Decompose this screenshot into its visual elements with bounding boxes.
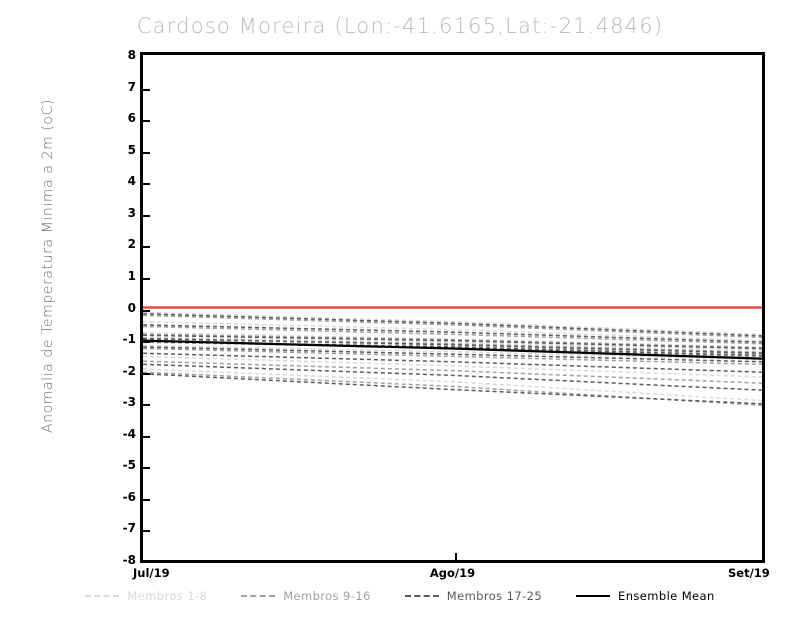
series-canvas [143, 306, 762, 407]
legend-swatch-icon [241, 595, 276, 597]
y-tick-mark [143, 341, 150, 344]
legend-label: Membros 9-16 [283, 589, 371, 603]
page-title: Cardoso Moreira (Lon:-41.6165,Lat:-21.48… [136, 14, 664, 38]
legend-label: Ensemble Mean [618, 589, 715, 603]
chart-legend: Membros 1-8 Membros 9-16 Membros 17-25 Ense… [0, 586, 800, 606]
series-member-line [143, 368, 762, 402]
series-member-line [143, 371, 762, 407]
y-tick-mark [143, 404, 150, 407]
series-member-line [143, 311, 762, 336]
legend-swatch-icon [85, 595, 120, 597]
y-tick-mark [143, 277, 150, 280]
legend-item-group-9-16[interactable]: Membros 9-16 [241, 589, 371, 603]
y-tick-label: 3 [127, 205, 136, 220]
legend-label: Membros 1-8 [127, 589, 208, 603]
legend-item-group-1-8[interactable]: Membros 1-8 [85, 589, 207, 603]
y-tick-label: 4 [127, 174, 136, 189]
y-tick-label: 8 [127, 48, 136, 62]
y-tick-label: 7 [127, 79, 136, 94]
y-tick-mark [143, 151, 150, 154]
series-member-line [143, 352, 762, 373]
legend-item-ensemble-mean[interactable]: Ensemble Mean [576, 589, 715, 603]
y-tick-mark [143, 183, 150, 186]
y-tick-mark [143, 498, 150, 501]
y-tick-label: -4 [122, 426, 136, 441]
y-tick-label: 0 [127, 300, 136, 315]
y-tick-mark [143, 120, 150, 123]
y-tick-mark [143, 435, 150, 438]
y-tick-mark [143, 372, 150, 375]
y-tick-label: 1 [127, 268, 136, 283]
y-tick-label: -5 [122, 458, 136, 473]
series-member-line [143, 355, 762, 378]
series-member-line [143, 325, 762, 345]
y-tick-mark [143, 246, 150, 249]
series-member-line [143, 344, 762, 361]
x-tick-label: Jul/19 [133, 566, 170, 580]
y-tick-label: -3 [122, 395, 136, 410]
y-axis-label: Anomalia de Temperatura Minima a 2m (oC) [40, 98, 56, 434]
legend-swatch-icon [576, 595, 611, 597]
legend-item-group-17-25[interactable]: Membros 17-25 [404, 589, 543, 603]
series-member-line [143, 339, 762, 355]
series-member-line [143, 337, 762, 355]
plot-area [140, 52, 765, 563]
series-member-line [143, 360, 762, 384]
series-member-line [143, 373, 762, 405]
series-ensemble-mean [143, 339, 762, 360]
series-member-line [143, 336, 762, 351]
y-tick-label: -6 [122, 489, 136, 504]
series-member-line [143, 324, 762, 343]
series-member-line [143, 363, 762, 391]
y-tick-label: -2 [122, 363, 136, 378]
plot-inner [143, 55, 762, 560]
legend-swatch-icon [404, 595, 439, 597]
x-tick-label: Set/19 [728, 566, 770, 580]
y-tick-label: 5 [127, 142, 136, 157]
series-member-line [143, 313, 762, 337]
y-tick-label: 2 [127, 237, 136, 252]
y-tick-label: 6 [127, 111, 136, 126]
series-member-line [143, 338, 762, 354]
legend-label: Membros 17-25 [446, 589, 543, 603]
series-member-line [143, 346, 762, 363]
series-member-line [143, 334, 762, 350]
series-member-line [143, 314, 762, 339]
y-tick-label: -8 [122, 553, 136, 567]
series-member-line [143, 340, 762, 357]
y-tick-mark [143, 467, 150, 470]
y-tick-mark [143, 309, 150, 312]
x-tick-label: Ago/19 [429, 566, 476, 580]
series-member-line [143, 333, 762, 349]
y-tick-label: -1 [122, 332, 136, 347]
series-member-line [143, 347, 762, 366]
x-tick-mark [454, 553, 457, 560]
y-tick-label: -7 [122, 521, 136, 536]
y-tick-mark [143, 88, 150, 91]
y-tick-mark [143, 214, 150, 217]
y-tick-mark [143, 530, 150, 533]
series-member-line [143, 320, 762, 342]
